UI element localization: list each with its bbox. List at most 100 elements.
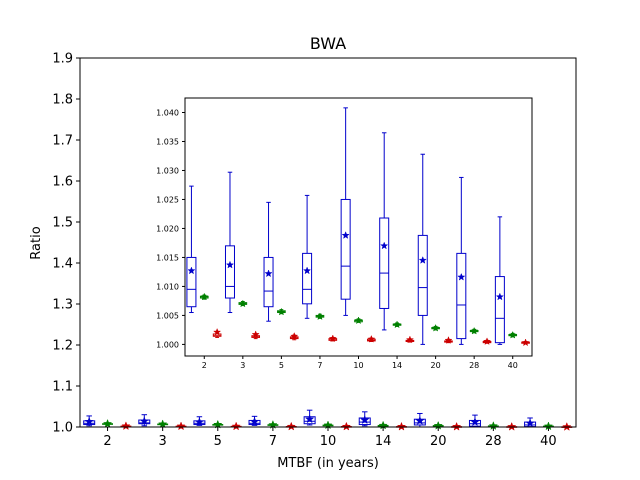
mean-marker	[286, 421, 296, 431]
mean-marker	[482, 337, 492, 345]
box	[494, 276, 505, 344]
box	[340, 198, 351, 300]
mean-marker	[187, 266, 196, 275]
mean-marker	[251, 330, 260, 339]
chart-title: BWA	[310, 34, 346, 53]
x-tick-label: 3	[159, 434, 167, 449]
inset-plot-background	[185, 98, 532, 356]
mean-marker	[380, 241, 389, 250]
mean-marker	[431, 323, 440, 332]
y-tick-label: 1.2	[52, 339, 73, 354]
y-tick-label: 1.015	[156, 253, 179, 262]
x-tick-label: 5	[214, 434, 222, 449]
y-tick-label: 1.010	[156, 282, 179, 291]
x-tick-label: 40	[508, 361, 518, 370]
y-tick-label: 1.025	[156, 195, 179, 204]
x-tick-label: 10	[353, 361, 363, 370]
x-tick-label: 10	[320, 434, 337, 449]
x-tick-label: 14	[392, 361, 402, 370]
inset-plot: 1.000 1.005 1.010 1.015 1.020 1.025 1.030 1.035…	[156, 97, 533, 370]
x-tick-label: 20	[431, 361, 441, 370]
x-tick-label: 2	[103, 434, 111, 449]
mean-marker	[341, 421, 352, 431]
x-tick-label: 14	[375, 434, 392, 449]
mean-marker	[470, 326, 479, 335]
x-axis-label: MTBF (in years)	[277, 456, 379, 471]
mean-marker	[231, 421, 241, 431]
box	[379, 217, 390, 309]
y-tick-label: 1.9	[52, 52, 73, 67]
mean-marker	[225, 260, 235, 269]
y-tick-label: 1.030	[156, 166, 179, 175]
mean-marker	[444, 336, 453, 344]
main-plot-frame	[79, 57, 577, 428]
mean-marker	[84, 416, 94, 426]
y-tick-label: 1.000	[156, 340, 179, 349]
x-tick-label: 28	[485, 434, 502, 449]
x-tick-label: 7	[317, 361, 322, 370]
mean-marker	[290, 331, 299, 340]
mean-marker	[194, 417, 205, 427]
box	[263, 256, 274, 308]
y-tick-label: 1.4	[52, 257, 73, 272]
mean-marker	[238, 299, 247, 308]
mean-marker	[415, 415, 425, 425]
mean-marker	[457, 272, 466, 281]
mean-marker	[304, 414, 315, 424]
mean-marker	[562, 421, 572, 431]
x-tick-label: 7	[269, 434, 277, 449]
mean-marker	[470, 417, 480, 427]
box	[186, 256, 197, 308]
main-plot: BWA MTBF (in years) Ratio 1.0 1.1 1.2 1.3 1.…	[29, 34, 577, 471]
y-tick-label: 1.3	[52, 298, 73, 313]
box	[302, 252, 313, 305]
mean-marker	[213, 419, 223, 429]
y-tick-label: 1.020	[156, 224, 179, 233]
y-tick-label: 1.035	[156, 137, 179, 146]
mean-marker	[264, 269, 273, 278]
mean-marker	[328, 334, 337, 343]
y-tick-label: 1.6	[52, 175, 73, 190]
y-tick-label: 1.8	[52, 93, 73, 108]
mean-marker	[200, 292, 209, 301]
mean-marker	[354, 316, 363, 325]
y-tick-label: 1.7	[52, 134, 73, 149]
box	[456, 252, 467, 340]
inset-plot-frame	[184, 97, 533, 357]
mean-marker	[341, 231, 350, 239]
box	[417, 234, 428, 316]
y-axis-label: Ratio	[29, 226, 44, 259]
mean-marker	[121, 421, 131, 431]
mean-marker	[451, 421, 462, 431]
box	[224, 245, 235, 299]
mean-marker	[521, 338, 530, 347]
y-tick-label: 1.005	[156, 311, 179, 320]
mean-marker	[139, 416, 149, 426]
y-tick-label: 1.040	[156, 108, 179, 117]
x-tick-label: 5	[279, 361, 284, 370]
mean-marker	[102, 418, 113, 428]
mean-marker	[392, 320, 402, 329]
mean-marker	[525, 418, 535, 428]
mean-marker	[405, 335, 415, 344]
y-tick-label: 1.0	[52, 421, 73, 436]
mean-marker	[315, 312, 325, 321]
y-tick-label: 1.1	[52, 380, 73, 395]
mean-marker	[277, 307, 286, 316]
mean-marker	[157, 419, 168, 429]
mean-marker	[213, 327, 222, 336]
x-tick-label: 28	[469, 361, 479, 370]
mean-marker	[508, 330, 517, 339]
x-tick-label: 2	[202, 361, 207, 370]
mean-marker	[249, 416, 260, 426]
mean-marker	[367, 334, 376, 343]
mean-marker	[418, 256, 427, 264]
mean-marker	[176, 421, 186, 431]
y-tick-label: 1.5	[52, 216, 73, 231]
mean-marker	[543, 421, 554, 431]
mean-marker	[507, 421, 517, 431]
x-tick-label: 3	[240, 361, 245, 370]
mean-marker	[495, 292, 504, 301]
mean-marker	[488, 421, 499, 430]
